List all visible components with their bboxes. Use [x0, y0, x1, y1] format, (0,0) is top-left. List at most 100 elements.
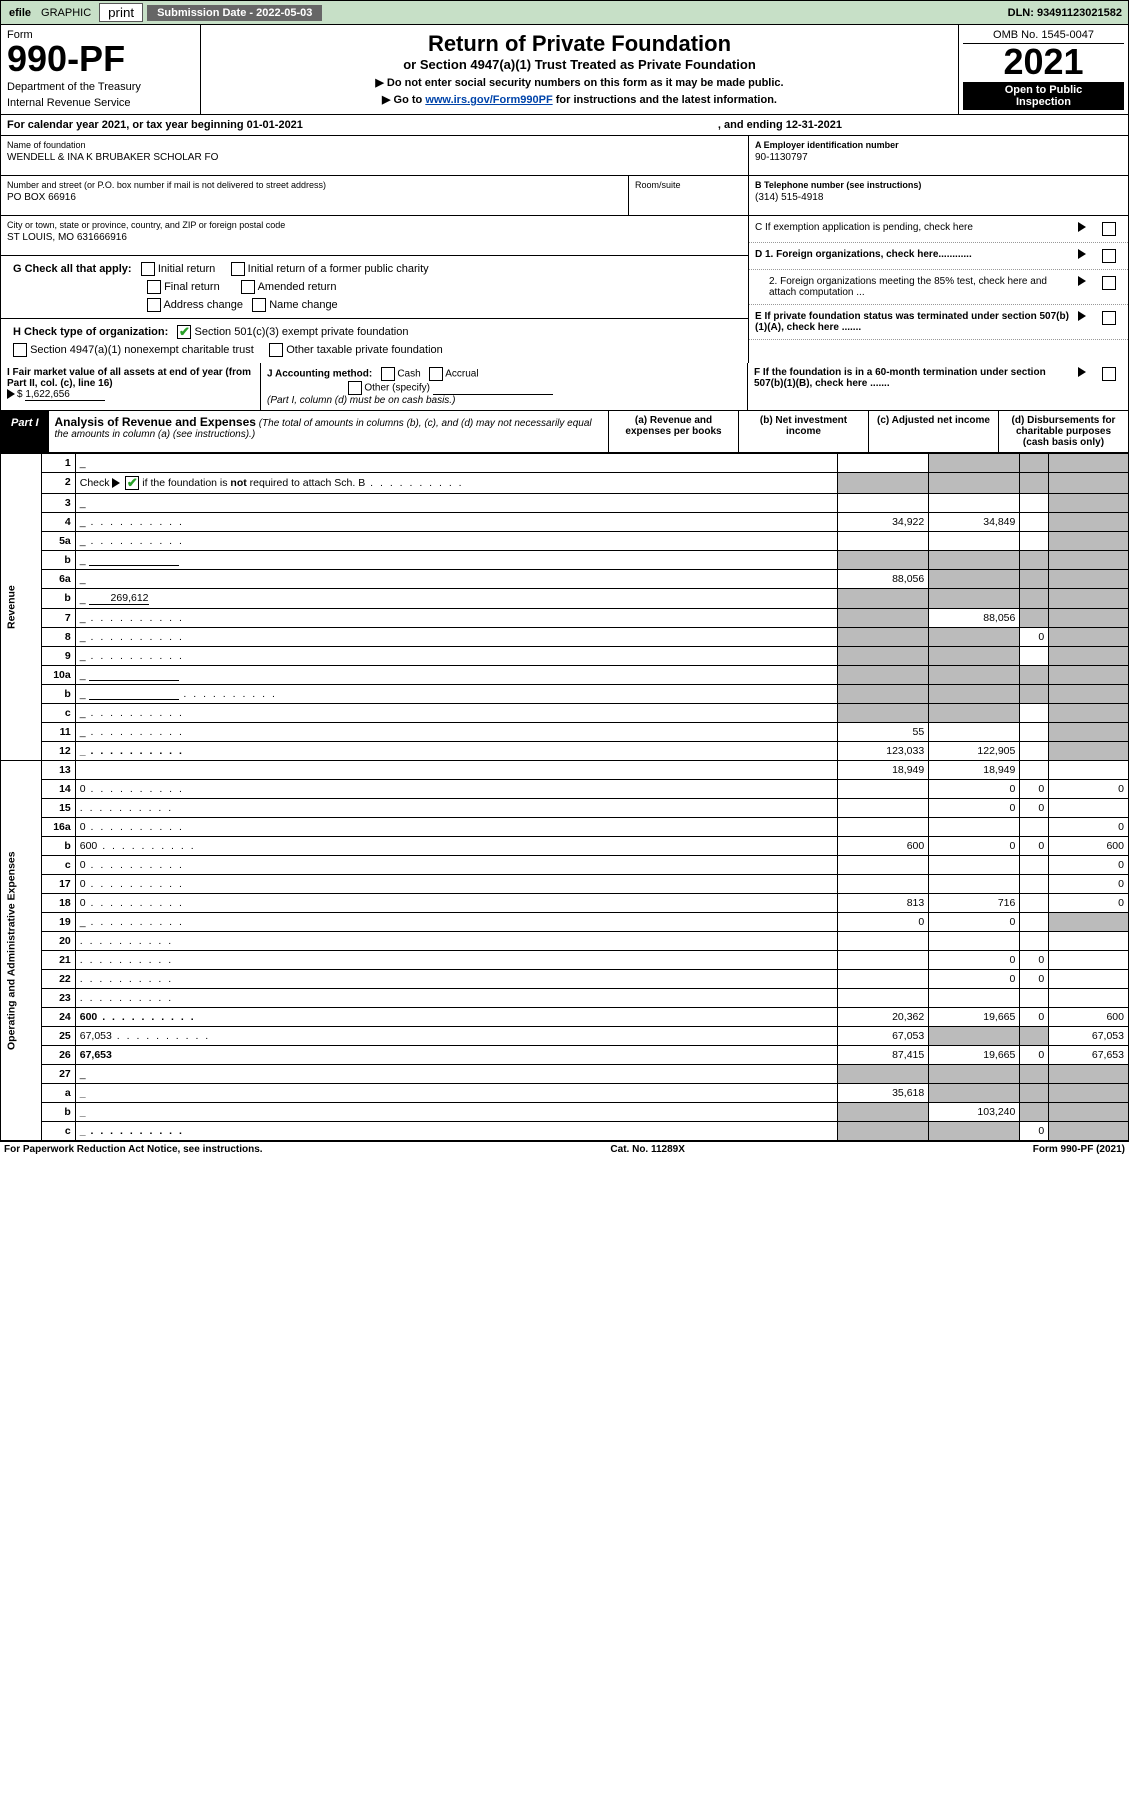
line-description: _ [75, 666, 837, 685]
table-row: 1500 [1, 799, 1129, 818]
line-number: 24 [41, 1008, 75, 1027]
amended-return-checkbox[interactable] [241, 280, 255, 294]
part1-label: Part I [1, 411, 49, 452]
form-number: 990-PF [7, 41, 194, 77]
arrow-icon [1078, 276, 1086, 286]
table-row: 11_55 [1, 723, 1129, 742]
line-number: 5a [41, 532, 75, 551]
table-row: 140000 [1, 780, 1129, 799]
line-number: 25 [41, 1027, 75, 1046]
room-label: Room/suite [635, 180, 742, 190]
line-description: 0 [75, 818, 837, 837]
part1-header: Part I Analysis of Revenue and Expenses … [0, 411, 1129, 453]
accrual-checkbox[interactable] [429, 367, 443, 381]
501c3-checkbox[interactable] [177, 325, 191, 339]
line-description [75, 951, 837, 970]
j-note: (Part I, column (d) must be on cash basi… [267, 395, 455, 406]
line-number: 26 [41, 1046, 75, 1065]
table-row: 2567,05367,05367,053 [1, 1027, 1129, 1046]
f-checkbox[interactable] [1102, 367, 1116, 381]
line-number: 12 [41, 742, 75, 761]
calendar-year-row: For calendar year 2021, or tax year begi… [0, 115, 1129, 136]
table-row: c00 [1, 856, 1129, 875]
irs-label: Internal Revenue Service [7, 97, 194, 109]
line-number: 27 [41, 1065, 75, 1084]
part1-table: Revenue1_2Check if the foundation is not… [0, 453, 1129, 1141]
cash-checkbox[interactable] [381, 367, 395, 381]
table-row: 23 [1, 989, 1129, 1008]
line-description: _ [75, 723, 837, 742]
d1-checkbox[interactable] [1102, 249, 1116, 263]
table-row: 8_0 [1, 628, 1129, 647]
line-number: 21 [41, 951, 75, 970]
j-label: J Accounting method: [267, 369, 372, 380]
line-number: 17 [41, 875, 75, 894]
line-description: _ [75, 1122, 837, 1141]
irs-link[interactable]: www.irs.gov/Form990PF [425, 94, 552, 106]
line-description [75, 799, 837, 818]
table-row: c_0 [1, 1122, 1129, 1141]
initial-return-checkbox[interactable] [141, 262, 155, 276]
line-number: 13 [41, 761, 75, 780]
line-number: b [41, 685, 75, 704]
c-checkbox[interactable] [1102, 222, 1116, 236]
open-inspection: Open to Public Inspection [963, 82, 1124, 110]
table-row: 5a_ [1, 532, 1129, 551]
line-number: 1 [41, 454, 75, 473]
initial-public-checkbox[interactable] [231, 262, 245, 276]
line-number: b [41, 837, 75, 856]
i-label: I Fair market value of all assets at end… [7, 367, 251, 389]
form-header: Form 990-PF Department of the Treasury I… [0, 25, 1129, 115]
table-row: b_ [1, 685, 1129, 704]
line-description: 67,053 [75, 1027, 837, 1046]
dept-treasury: Department of the Treasury [7, 81, 194, 93]
table-row: 3_ [1, 494, 1129, 513]
line-number: b [41, 1103, 75, 1122]
line-number: 10a [41, 666, 75, 685]
line-description: _ [75, 742, 837, 761]
arrow-icon [1078, 311, 1086, 321]
table-row: Revenue1_ [1, 454, 1129, 473]
name-change-checkbox[interactable] [252, 298, 266, 312]
line-description: Check if the foundation is not required … [75, 473, 837, 494]
identification-block: Name of foundation WENDELL & INA K BRUBA… [0, 136, 1129, 363]
table-row: a_35,618 [1, 1084, 1129, 1103]
table-row: 7_88,056 [1, 609, 1129, 628]
final-return-checkbox[interactable] [147, 280, 161, 294]
4947-checkbox[interactable] [13, 343, 27, 357]
paperwork-notice: For Paperwork Reduction Act Notice, see … [4, 1144, 263, 1155]
line-number: 18 [41, 894, 75, 913]
line-description: _ [75, 1103, 837, 1122]
form-ref: Form 990-PF (2021) [1033, 1144, 1125, 1155]
line-description: _ [75, 1065, 837, 1084]
d2-checkbox[interactable] [1102, 276, 1116, 290]
line-number: 7 [41, 609, 75, 628]
table-row: Operating and Administrative Expenses131… [1, 761, 1129, 780]
other-method-checkbox[interactable] [348, 381, 362, 395]
print-button[interactable]: print [99, 3, 143, 22]
table-row: 6a_88,056 [1, 570, 1129, 589]
line-number: b [41, 551, 75, 570]
other-taxable-checkbox[interactable] [269, 343, 283, 357]
line-description: _ [75, 704, 837, 723]
line-description: _ [75, 570, 837, 589]
cat-number: Cat. No. 11289X [610, 1144, 684, 1155]
table-row: 16a00 [1, 818, 1129, 837]
submission-date: Submission Date - 2022-05-03 [147, 5, 322, 21]
e-checkbox[interactable] [1102, 311, 1116, 325]
d2-label: 2. Foreign organizations meeting the 85%… [755, 276, 1074, 298]
table-row: 12_123,033122,905 [1, 742, 1129, 761]
line-number: 6a [41, 570, 75, 589]
line-description: _ [75, 1084, 837, 1103]
address-change-checkbox[interactable] [147, 298, 161, 312]
line-number: c [41, 704, 75, 723]
table-row: b_ [1, 551, 1129, 570]
line-description: 67,653 [75, 1046, 837, 1065]
line-number: 23 [41, 989, 75, 1008]
address-label: Number and street (or P.O. box number if… [7, 180, 622, 190]
line-description: 0 [75, 894, 837, 913]
foundation-name: WENDELL & INA K BRUBAKER SCHOLAR FO [7, 152, 742, 163]
ein-label: A Employer identification number [755, 140, 1122, 150]
table-row: 19_00 [1, 913, 1129, 932]
line-number: 16a [41, 818, 75, 837]
